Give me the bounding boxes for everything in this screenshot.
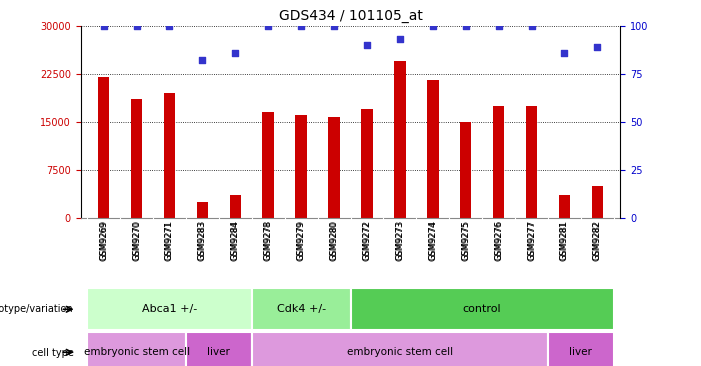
Text: GSM9282: GSM9282 xyxy=(593,220,602,260)
Point xyxy=(131,23,142,29)
Bar xyxy=(252,332,548,366)
Bar xyxy=(328,116,340,218)
Text: liver: liver xyxy=(207,347,231,357)
Bar xyxy=(295,115,307,218)
Point xyxy=(230,50,241,56)
Point xyxy=(263,23,274,29)
Text: Cdk4 +/-: Cdk4 +/- xyxy=(277,304,326,314)
Text: cell type: cell type xyxy=(32,348,74,358)
Bar xyxy=(87,288,252,330)
Text: GSM9272: GSM9272 xyxy=(362,220,372,260)
Point xyxy=(197,57,208,63)
Point xyxy=(164,23,175,29)
Point xyxy=(361,42,372,48)
Bar xyxy=(559,195,570,218)
Point xyxy=(559,50,570,56)
Bar xyxy=(427,80,439,218)
Text: GSM9278: GSM9278 xyxy=(264,220,273,260)
Text: control: control xyxy=(463,304,501,314)
Bar xyxy=(361,109,373,218)
Text: GSM9271: GSM9271 xyxy=(165,220,174,260)
Text: GSM9283: GSM9283 xyxy=(198,220,207,260)
Bar xyxy=(164,93,175,218)
Point xyxy=(460,23,471,29)
Text: embryonic stem cell: embryonic stem cell xyxy=(347,347,453,357)
Bar xyxy=(592,186,603,218)
Bar xyxy=(87,332,186,366)
Point xyxy=(98,23,109,29)
Point xyxy=(394,36,405,42)
Text: embryonic stem cell: embryonic stem cell xyxy=(83,347,190,357)
Bar xyxy=(262,112,274,218)
Title: GDS434 / 101105_at: GDS434 / 101105_at xyxy=(278,9,423,23)
Point xyxy=(427,23,438,29)
Text: GSM9280: GSM9280 xyxy=(329,220,339,260)
Bar xyxy=(350,288,614,330)
Text: GSM9276: GSM9276 xyxy=(494,220,503,260)
Bar xyxy=(526,106,537,218)
Text: GSM9274: GSM9274 xyxy=(428,220,437,260)
Text: Abca1 +/-: Abca1 +/- xyxy=(142,304,197,314)
Text: GSM9269: GSM9269 xyxy=(99,220,108,260)
Text: GSM9270: GSM9270 xyxy=(132,220,141,260)
Text: GSM9275: GSM9275 xyxy=(461,220,470,260)
Bar xyxy=(493,106,504,218)
Text: GSM9273: GSM9273 xyxy=(395,220,404,260)
Text: GSM9277: GSM9277 xyxy=(527,220,536,260)
Bar xyxy=(394,61,406,218)
Text: GSM9281: GSM9281 xyxy=(560,220,569,260)
Point xyxy=(329,23,340,29)
Bar xyxy=(460,122,472,218)
Point xyxy=(296,23,307,29)
Point xyxy=(592,44,603,50)
Bar xyxy=(131,99,142,218)
Text: GSM9284: GSM9284 xyxy=(231,220,240,260)
Bar xyxy=(229,195,241,218)
Text: liver: liver xyxy=(569,347,592,357)
Text: GSM9279: GSM9279 xyxy=(297,220,306,260)
Bar xyxy=(197,202,208,218)
Point xyxy=(493,23,504,29)
Bar xyxy=(186,332,252,366)
Bar xyxy=(98,77,109,218)
Point xyxy=(526,23,537,29)
Bar xyxy=(252,288,350,330)
Text: genotype/variation: genotype/variation xyxy=(0,304,74,314)
Bar xyxy=(548,332,614,366)
